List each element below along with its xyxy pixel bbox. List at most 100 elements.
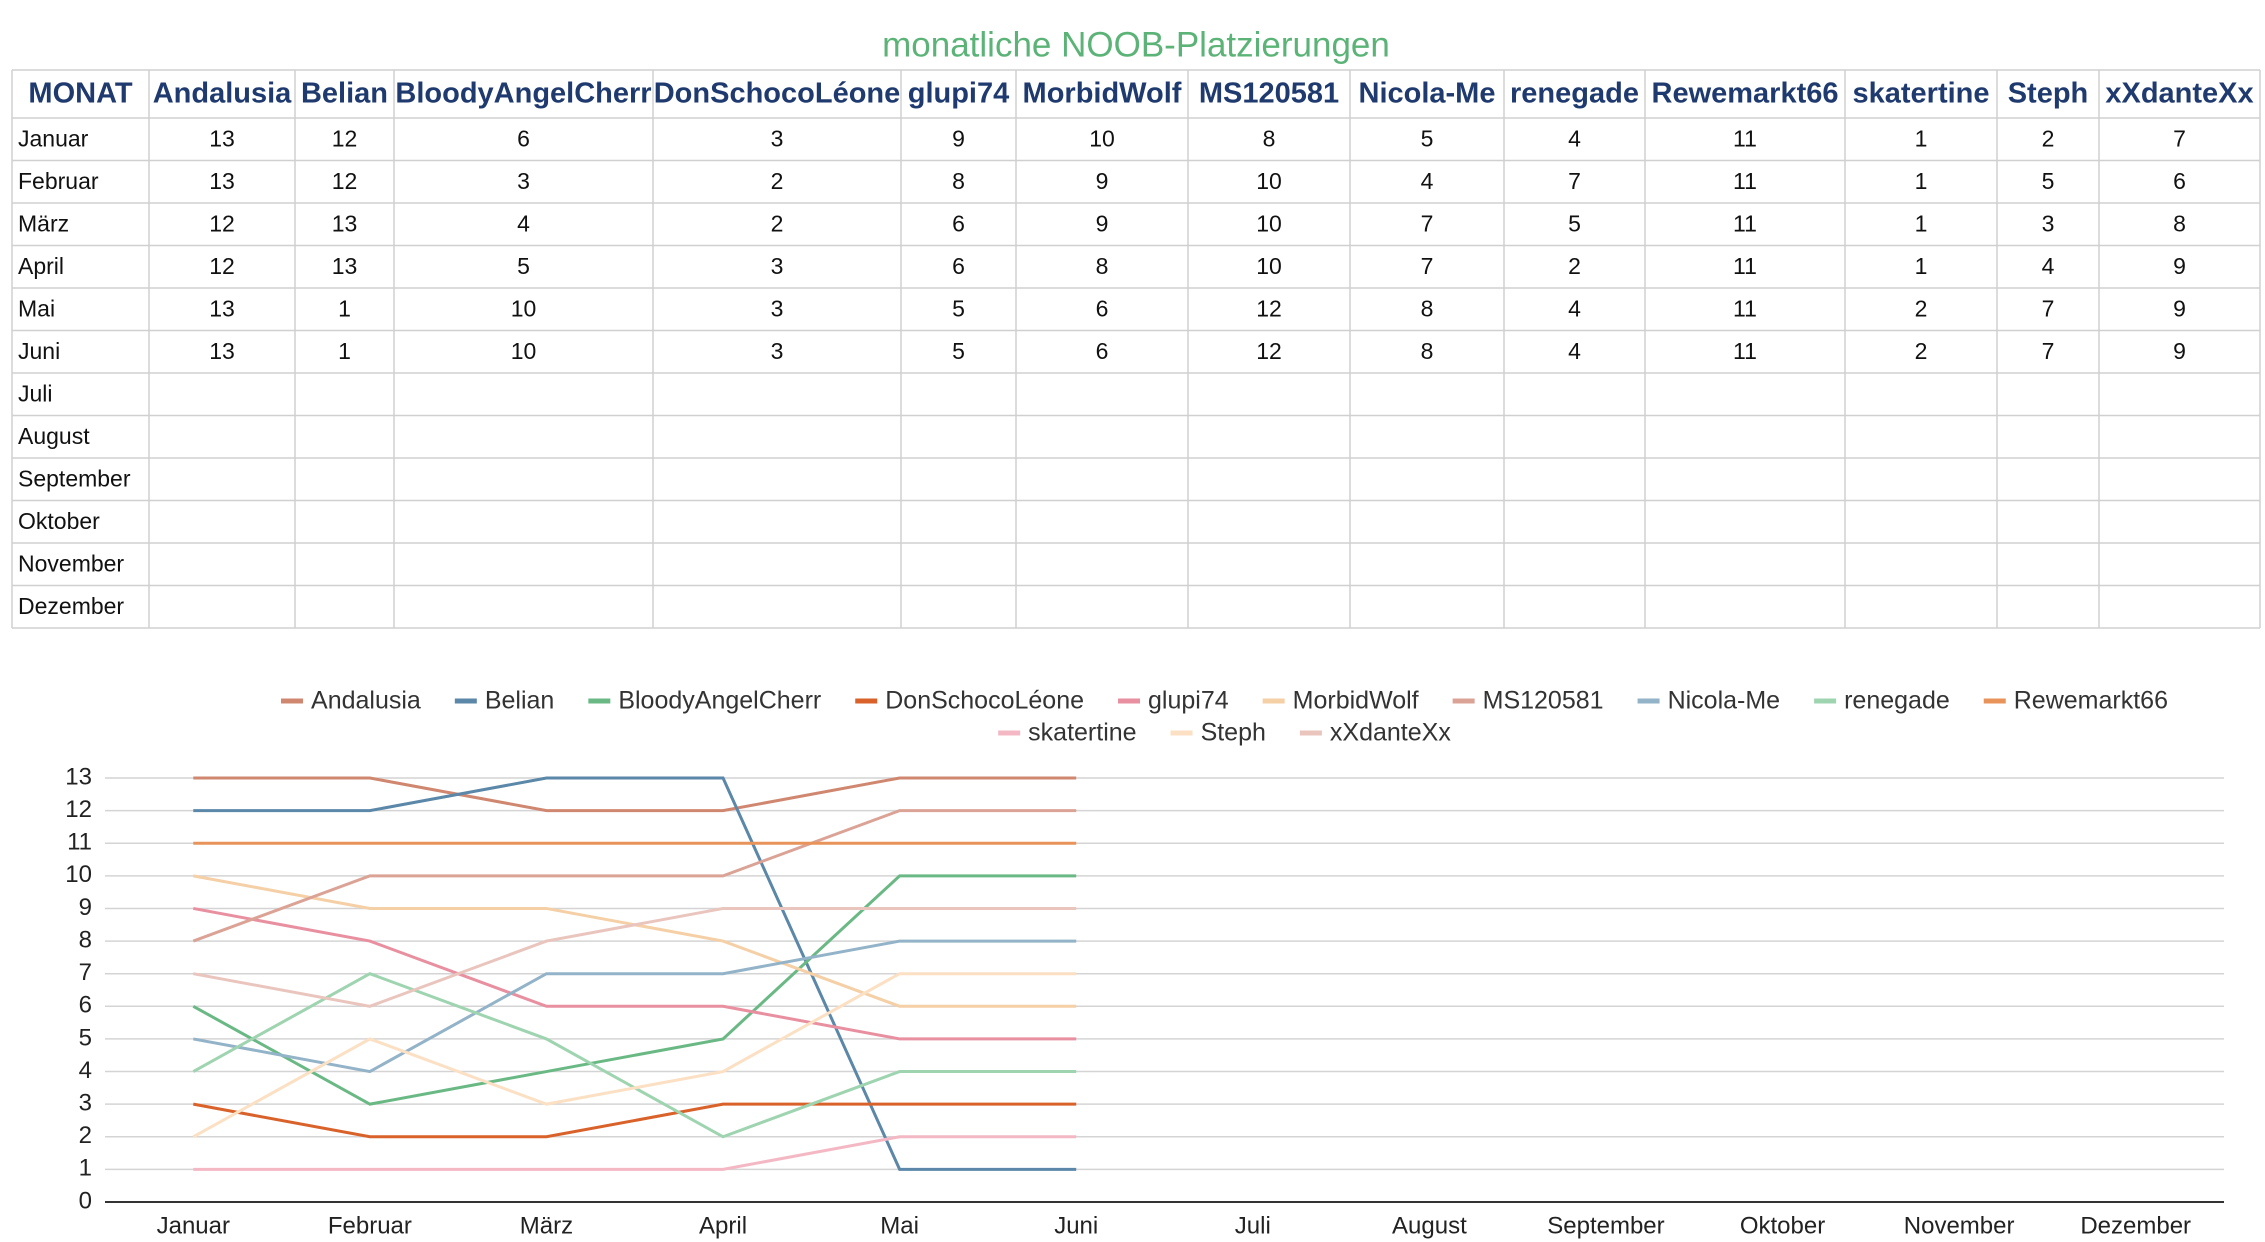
value-cell: 7	[2173, 125, 2186, 151]
series-line	[192, 874, 1077, 1106]
value-cell: 10	[511, 338, 537, 364]
value-cell: 2	[2042, 125, 2055, 151]
y-tick-label: 8	[79, 926, 92, 953]
value-cell: 3	[2042, 210, 2055, 236]
legend-label: Nicola-Me	[1668, 687, 1781, 715]
column-header: MorbidWolf	[1023, 78, 1182, 110]
column-header: Belian	[301, 78, 388, 110]
value-cell: 10	[1089, 125, 1115, 151]
value-cell: 11	[1733, 253, 1757, 279]
value-cell: 6	[1096, 295, 1109, 321]
value-cell: 6	[517, 125, 530, 151]
value-cell: 13	[209, 338, 235, 364]
y-tick-label: 12	[65, 796, 92, 823]
y-tick-label: 10	[65, 861, 92, 888]
month-cell: Mai	[18, 295, 55, 321]
value-cell: 10	[1256, 253, 1282, 279]
x-tick-label: Mai	[880, 1212, 919, 1239]
y-tick-label: 9	[79, 894, 92, 921]
value-cell: 6	[1096, 338, 1109, 364]
value-cell: 1	[1915, 168, 1928, 194]
value-cell: 10	[1256, 210, 1282, 236]
month-cell: Januar	[18, 125, 89, 151]
column-header: DonSchocoLéone	[654, 78, 901, 110]
value-cell: 1	[1915, 253, 1928, 279]
series-line	[193, 906, 1077, 1041]
value-cell: 11	[1733, 210, 1757, 236]
month-cell: September	[18, 465, 131, 491]
legend-label: MorbidWolf	[1293, 687, 1419, 715]
value-cell: 5	[2042, 168, 2055, 194]
value-cell: 13	[209, 295, 235, 321]
month-cell: Februar	[18, 168, 99, 194]
legend-label: glupi74	[1148, 687, 1229, 715]
series-line	[193, 1102, 1077, 1139]
value-cell: 13	[332, 253, 358, 279]
value-cell: 3	[771, 295, 784, 321]
column-header: xXdanteXx	[2105, 78, 2253, 110]
value-cell: 6	[2173, 168, 2186, 194]
value-cell: 7	[2042, 338, 2055, 364]
x-tick-label: November	[1904, 1212, 2015, 1239]
value-cell: 10	[511, 295, 537, 321]
value-cell: 4	[1568, 338, 1581, 364]
value-cell: 7	[1421, 210, 1434, 236]
y-tick-label: 5	[79, 1024, 92, 1051]
value-cell: 4	[517, 210, 530, 236]
value-cell: 12	[332, 125, 358, 151]
value-cell: 7	[1568, 168, 1581, 194]
column-header: Rewemarkt66	[1652, 78, 1839, 110]
series-line	[192, 972, 1077, 1139]
value-cell: 12	[332, 168, 358, 194]
x-tick-label: Dezember	[2080, 1212, 2191, 1239]
month-cell: Juli	[18, 380, 53, 406]
legend-label: renegade	[1844, 687, 1950, 715]
y-tick-label: 2	[79, 1122, 92, 1149]
month-cell: Juni	[18, 338, 60, 364]
value-cell: 8	[1421, 338, 1434, 364]
legend-label: Belian	[485, 687, 555, 715]
month-cell: April	[18, 253, 64, 279]
y-tick-label: 13	[65, 763, 92, 790]
column-header: Nicola-Me	[1359, 78, 1496, 110]
value-cell: 5	[1421, 125, 1434, 151]
value-cell: 12	[209, 253, 235, 279]
y-tick-label: 7	[79, 959, 92, 986]
column-header: glupi74	[908, 78, 1010, 110]
value-cell: 3	[517, 168, 530, 194]
value-cell: 6	[952, 210, 965, 236]
value-cell: 12	[209, 210, 235, 236]
series-line	[193, 939, 1077, 1074]
value-cell: 13	[209, 125, 235, 151]
value-cell: 7	[1421, 253, 1434, 279]
column-header: skatertine	[1852, 78, 1989, 110]
value-cell: 2	[1915, 295, 1928, 321]
column-header: Andalusia	[153, 78, 292, 110]
value-cell: 8	[1096, 253, 1109, 279]
y-tick-label: 1	[79, 1155, 92, 1182]
value-cell: 10	[1256, 168, 1282, 194]
value-cell: 13	[209, 168, 235, 194]
x-tick-label: Juni	[1054, 1212, 1098, 1239]
value-cell: 9	[2173, 253, 2186, 279]
legend-label: xXdanteXx	[1330, 719, 1451, 747]
value-cell: 2	[1915, 338, 1928, 364]
legend-label: MS120581	[1483, 687, 1604, 715]
value-cell: 11	[1733, 125, 1757, 151]
value-cell: 9	[1096, 210, 1109, 236]
value-cell: 5	[1568, 210, 1581, 236]
series-line	[192, 809, 1077, 943]
x-tick-label: März	[520, 1212, 573, 1239]
value-cell: 8	[1421, 295, 1434, 321]
legend-label: BloodyAngelCherr	[618, 687, 821, 715]
value-cell: 12	[1256, 338, 1282, 364]
legend-label: Steph	[1201, 719, 1266, 747]
value-cell: 13	[332, 210, 358, 236]
x-tick-label: April	[699, 1212, 747, 1239]
value-cell: 1	[1915, 210, 1928, 236]
value-cell: 1	[338, 338, 351, 364]
y-tick-label: 6	[79, 992, 92, 1019]
x-tick-label: September	[1547, 1212, 1664, 1239]
value-cell: 5	[952, 338, 965, 364]
